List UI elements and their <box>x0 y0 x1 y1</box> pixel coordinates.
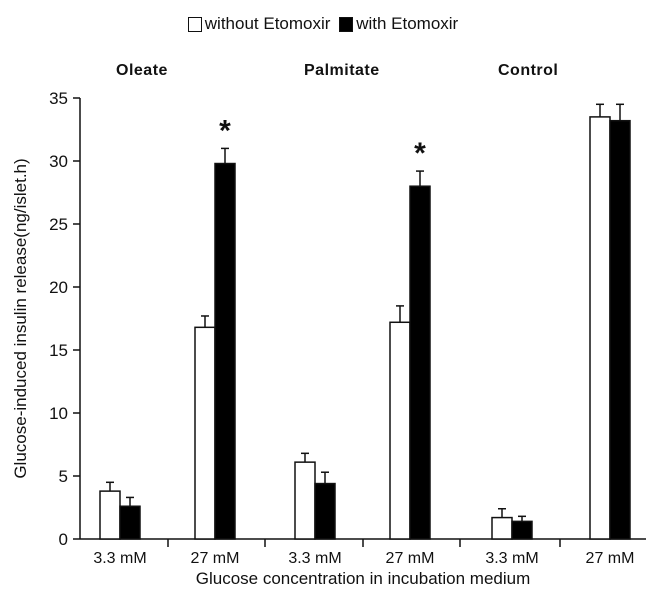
x-tick-label: 27 mM <box>386 550 435 567</box>
x-tick-label: 27 mM <box>586 550 635 567</box>
significance-marker: * <box>414 137 426 170</box>
y-tick-label: 15 <box>49 341 68 360</box>
bar-without-etomoxir <box>491 516 513 540</box>
bar-with-etomoxir <box>609 119 631 540</box>
bar-without-etomoxir <box>294 461 316 540</box>
bar-with-etomoxir <box>511 520 533 540</box>
legend-label-with: with Etomoxir <box>356 14 459 33</box>
bar-without-etomoxir <box>99 490 121 540</box>
legend-swatch-with <box>339 16 354 32</box>
bar-with-etomoxir <box>409 185 431 540</box>
group-title-oleate: Oleate <box>116 62 168 79</box>
chart-legend: without Etomoxir with Etomoxir <box>0 14 646 37</box>
legend-item-with: with Etomoxir <box>339 14 458 34</box>
bar-with-etomoxir <box>314 482 336 540</box>
y-tick-label: 30 <box>49 152 68 171</box>
y-tick-label: 35 <box>49 89 68 108</box>
x-axis-title: Glucose concentration in incubation medi… <box>196 569 531 588</box>
y-tick-label: 20 <box>49 278 68 297</box>
bar-with-etomoxir <box>214 162 236 540</box>
group-title-control: Control <box>498 62 559 79</box>
y-tick-label: 0 <box>59 530 68 549</box>
significance-marker: * <box>219 114 231 147</box>
legend-label-without: without Etomoxir <box>204 14 331 33</box>
group-title-palmitate: Palmitate <box>304 62 380 79</box>
y-tick-label: 5 <box>59 467 68 486</box>
y-tick-label: 25 <box>49 215 68 234</box>
bar-without-etomoxir <box>589 116 611 540</box>
x-tick-label: 3.3 mM <box>485 550 538 567</box>
legend-swatch-without <box>187 16 202 32</box>
y-tick-label: 10 <box>49 404 68 423</box>
bar-with-etomoxir <box>119 505 141 540</box>
x-tick-label: 3.3 mM <box>93 550 146 567</box>
legend-item-without: without Etomoxir <box>187 14 331 34</box>
y-axis-title: Glucose-induced insulin release(ng/islet… <box>11 158 30 478</box>
bar-without-etomoxir <box>389 321 411 540</box>
bar-without-etomoxir <box>194 326 216 540</box>
x-tick-label: 3.3 mM <box>288 550 341 567</box>
x-tick-label: 27 mM <box>191 550 240 567</box>
